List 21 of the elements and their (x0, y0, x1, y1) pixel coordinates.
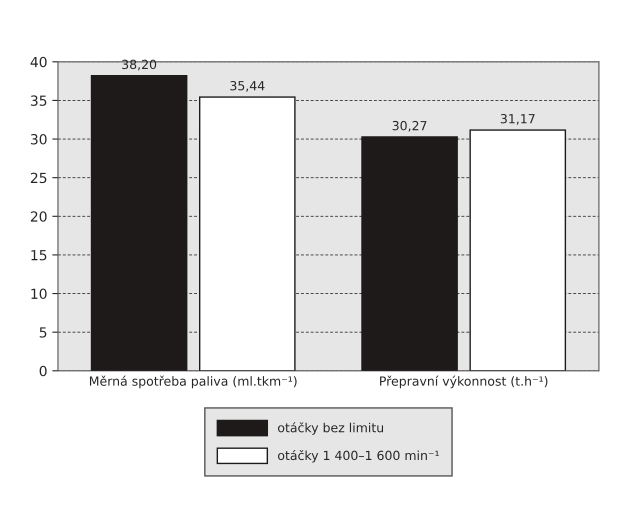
y-tick-label: 5 (40, 327, 46, 338)
y-tick-label: 20 (30, 211, 47, 222)
bar (361, 136, 458, 371)
y-tick-label: 0 (40, 366, 47, 376)
y-tick-label: 15 (31, 250, 46, 260)
legend-label: otáčky 1 400–1 600 min⁻¹ (278, 450, 439, 463)
data-label: 30,27 (392, 120, 426, 132)
data-label: 31,17 (500, 114, 535, 125)
x-tick-label: Přepravní výkonnost (t.h⁻¹) (380, 376, 548, 388)
y-tick-label: 10 (31, 288, 47, 300)
data-label: 38,20 (122, 60, 156, 70)
bar (198, 96, 296, 371)
legend-label: otáčky bez limitu (278, 422, 384, 435)
x-tick-label: Měrná spotřeba paliva (ml.tkm⁻¹) (90, 376, 297, 388)
data-label: 35,44 (230, 80, 264, 92)
y-tick-label: 25 (30, 172, 46, 184)
y-tick-label: 35 (30, 95, 46, 106)
bar (90, 75, 188, 371)
y-tick-label: 30 (30, 134, 47, 145)
bar (469, 129, 566, 371)
y-tick-label: 40 (30, 56, 47, 68)
